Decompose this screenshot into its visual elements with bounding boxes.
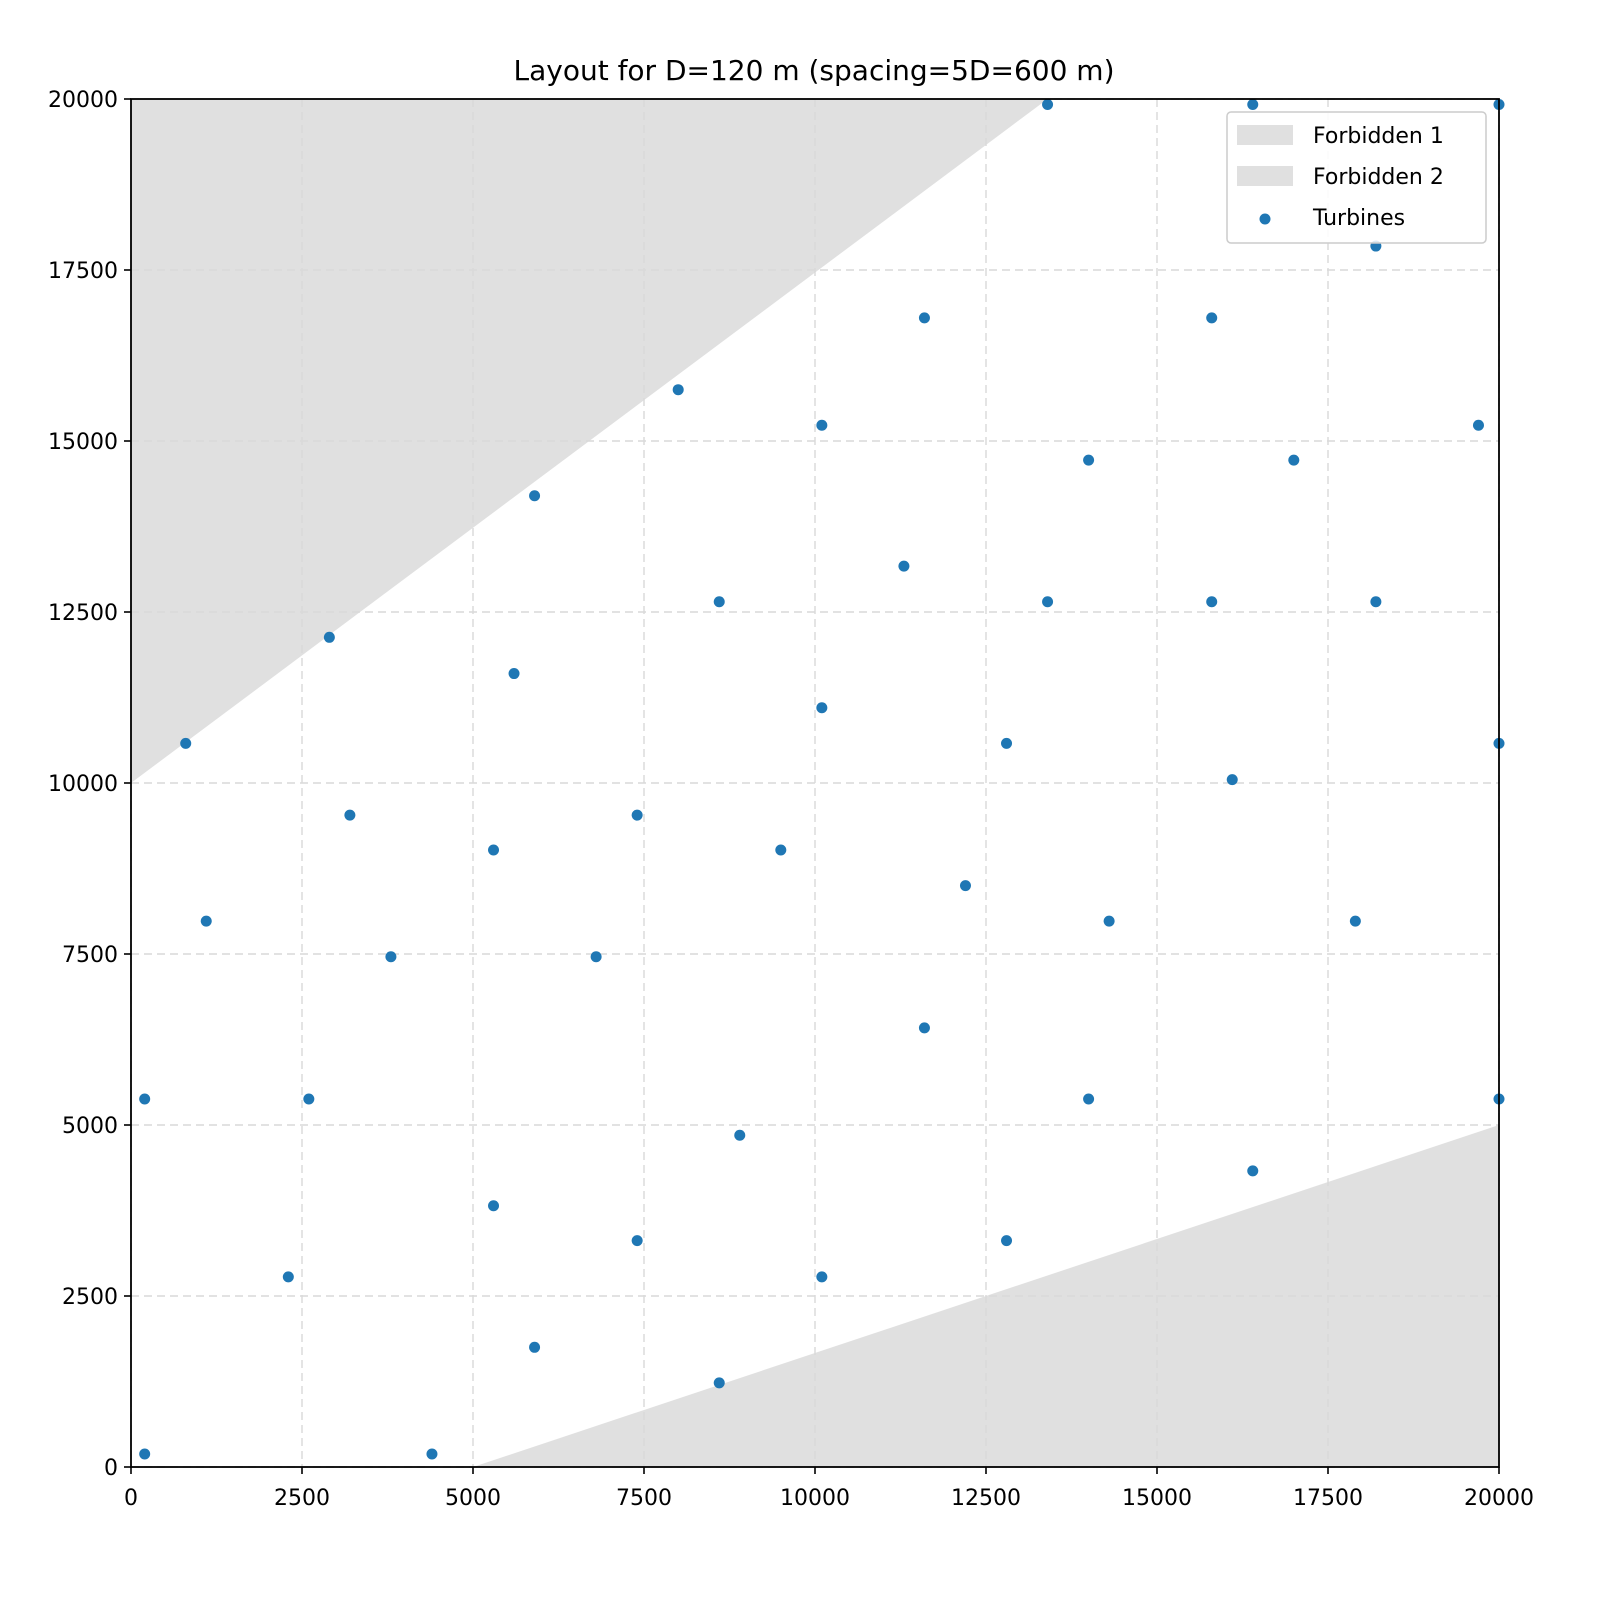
turbine-point [488,1200,500,1212]
x-tick-label: 2500 [274,1486,330,1511]
turbine-point [918,1022,930,1034]
turbine-point [1083,454,1095,466]
turbine-point [1042,596,1054,608]
turbine-point [918,312,930,324]
turbine-point [898,560,910,572]
turbine-point [816,702,828,714]
chart-title: Layout for D=120 m (spacing=5D=600 m) [513,54,1114,87]
turbine-point [508,668,520,680]
turbine-point [1206,312,1218,324]
turbine-point [385,951,397,963]
y-tick-label: 0 [104,1456,118,1481]
turbine-point [1472,419,1484,431]
y-tick-label: 15000 [48,430,118,455]
turbine-point [713,596,725,608]
turbine-point [1103,915,1115,927]
turbine-point [488,844,500,856]
turbine-point [631,809,643,821]
turbine-point [775,844,787,856]
turbine-point [1226,774,1238,786]
legend-swatch-forbidden-1 [1237,125,1293,145]
y-tick-label: 12500 [48,601,118,626]
turbine-point [734,1129,746,1141]
turbine-point [1042,98,1054,110]
legend-label-turbines: Turbines [1312,206,1405,231]
turbine-point [816,419,828,431]
legend: Forbidden 1 Forbidden 2 Turbines [1226,111,1487,244]
turbine-point [1247,1165,1259,1177]
x-tick-label: 10000 [780,1486,850,1511]
y-tick-label: 20000 [48,88,118,113]
turbine-point [529,1341,541,1353]
turbine-point [713,1377,725,1389]
y-tick-label: 10000 [48,772,118,797]
turbine-points [139,98,1505,1460]
turbine-point [323,631,335,643]
turbine-point [1001,737,1013,749]
x-axis: 0 2500 5000 7500 10000 12500 15000 17500 20000 [124,1467,1534,1511]
x-tick-label: 0 [124,1486,138,1511]
x-tick-label: 15000 [1122,1486,1192,1511]
x-tick-label: 12500 [951,1486,1021,1511]
legend-label-forbidden-2: Forbidden 2 [1313,165,1444,190]
legend-swatch-forbidden-2 [1237,166,1293,186]
turbine-point [1288,454,1300,466]
turbine-point [590,951,602,963]
turbine-point [303,1093,315,1105]
legend-label-forbidden-1: Forbidden 1 [1313,124,1444,149]
turbine-point [180,737,192,749]
x-tick-label: 20000 [1464,1486,1534,1511]
y-axis: 0 2500 5000 7500 10000 12500 15000 17500 20000 [48,88,131,1481]
plot-area [130,98,1505,1468]
turbine-point [1247,98,1259,110]
turbine-point [816,1271,828,1283]
y-tick-label: 2500 [62,1285,118,1310]
turbine-point [282,1271,294,1283]
y-tick-label: 5000 [62,1114,118,1139]
turbine-point [1083,1093,1095,1105]
turbine-point [1001,1235,1013,1247]
turbine-point [529,490,541,502]
x-tick-label: 7500 [616,1486,672,1511]
turbine-point [959,880,971,892]
x-tick-label: 5000 [445,1486,501,1511]
turbine-point [139,1093,151,1105]
turbine-point [426,1448,438,1460]
turbine-point [200,915,212,927]
turbine-point [631,1235,643,1247]
x-tick-label: 17500 [1293,1486,1363,1511]
y-tick-label: 17500 [48,259,118,284]
turbine-point [139,1448,151,1460]
turbine-point [344,809,356,821]
y-tick-label: 7500 [62,943,118,968]
turbine-point [1349,915,1361,927]
legend-marker-turbines [1259,213,1271,225]
turbine-point [1370,596,1382,608]
turbine-point [672,384,684,396]
turbine-point [1206,596,1218,608]
